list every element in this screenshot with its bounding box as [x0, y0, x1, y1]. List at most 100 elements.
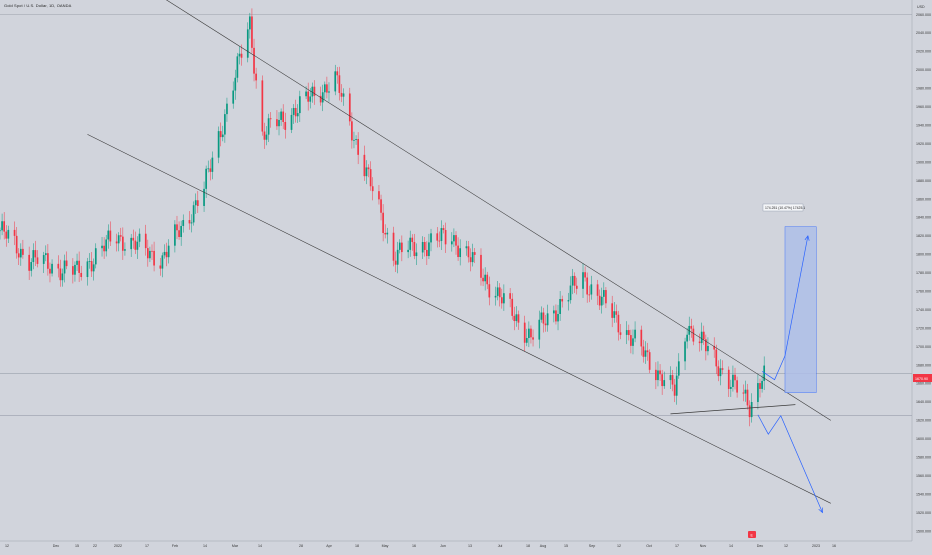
candle-body	[124, 249, 126, 251]
chart-title: Gold Spot / U.S. Dollar, 1D, OANDA	[4, 3, 72, 8]
candle-body	[59, 268, 62, 281]
candle-body	[586, 277, 589, 295]
price-tick-label: 1940.000	[916, 123, 931, 127]
candle-body	[525, 338, 528, 343]
price-tick-label: 1960.000	[916, 105, 931, 109]
candle-body	[351, 121, 353, 141]
candle-body	[353, 139, 355, 141]
candle-body	[744, 389, 747, 394]
candle-body	[323, 84, 326, 93]
channel-lower-line[interactable]	[87, 134, 831, 504]
candle-body	[276, 119, 278, 127]
candle-body	[509, 293, 511, 299]
candle-body	[494, 295, 497, 298]
candle-body	[559, 299, 561, 314]
candle-body	[74, 264, 76, 275]
candle-body	[165, 251, 168, 258]
time-tick-label: 18	[355, 544, 359, 548]
scenario-up-arrow[interactable]	[761, 235, 809, 381]
candle-body	[117, 235, 120, 244]
candle-body	[748, 405, 751, 418]
candle-body	[342, 93, 345, 97]
candle-body	[207, 168, 210, 170]
candle-body	[1, 221, 3, 231]
candle-body	[750, 402, 753, 418]
projection-label-bg	[762, 203, 804, 212]
time-tick-label: 22	[93, 544, 97, 548]
candle-body	[28, 254, 31, 271]
candle-body	[719, 368, 722, 377]
time-tick-label: Aug	[540, 544, 546, 548]
event-marker-bg[interactable]	[748, 531, 756, 538]
axes: USD 2060.000 2040.000 2020.000 2000.000 1980…	[5, 5, 931, 548]
price-tick-label: 1880.000	[916, 179, 931, 183]
candle-body	[596, 284, 599, 296]
candle-body	[717, 366, 720, 377]
support-trendline[interactable]	[670, 404, 796, 415]
candle-body	[296, 113, 299, 117]
candle-body	[32, 250, 35, 263]
candle-body	[109, 230, 112, 242]
candle-body	[544, 323, 547, 326]
candle-body	[221, 134, 224, 138]
candle-body	[340, 92, 343, 97]
candle-body	[669, 375, 672, 381]
candle-body	[615, 311, 618, 315]
candle-body	[90, 261, 93, 272]
candle-body	[684, 341, 686, 362]
candle-body	[569, 285, 572, 301]
price-tick-label: 2000.000	[916, 68, 931, 72]
candle-body	[3, 221, 6, 232]
price-tick-label: 1840.000	[916, 216, 931, 220]
candle-body	[86, 261, 89, 278]
time-tick-label: 13	[468, 544, 472, 548]
price-tick-label: 1620.000	[916, 419, 931, 423]
price-tick-label: 1900.000	[916, 160, 931, 164]
projection-box[interactable]	[784, 226, 817, 393]
channel-upper-line[interactable]	[117, 0, 831, 421]
candle-body	[234, 77, 237, 91]
candle-body	[673, 384, 676, 396]
candle-body	[600, 296, 603, 306]
price-tick-label: 1800.000	[916, 253, 931, 257]
candle-body	[515, 314, 518, 322]
candle-body	[727, 369, 730, 389]
candle-body	[688, 325, 691, 335]
candle-body	[209, 168, 212, 172]
candle-body	[328, 91, 330, 93]
candle-body	[205, 168, 207, 189]
candle-body	[380, 199, 382, 213]
candle-body	[47, 253, 49, 269]
price-tick-label: 2060.000	[916, 13, 931, 17]
candle-body	[49, 268, 51, 274]
candle-body	[598, 295, 601, 306]
candle-body	[357, 138, 359, 155]
candle-body	[661, 374, 663, 387]
price-tick-label: 1920.000	[916, 142, 931, 146]
scenario-down-arrow[interactable]	[757, 414, 823, 513]
candle-body	[394, 260, 397, 265]
candle-body	[119, 235, 122, 237]
candle-body	[196, 200, 199, 206]
candle-body	[151, 250, 153, 252]
candle-body	[734, 374, 736, 381]
candle-body	[107, 230, 110, 240]
event-marker[interactable]: E	[748, 531, 756, 538]
candle-body	[211, 157, 214, 172]
candle-body	[655, 369, 657, 381]
candle-body	[101, 245, 103, 249]
candle-body	[567, 300, 570, 302]
time-tick-label: 14	[203, 544, 207, 548]
candle-body	[236, 56, 239, 78]
candle-body	[65, 260, 68, 267]
candle-body	[757, 383, 759, 403]
price-tick-label: 1500.000	[916, 529, 931, 533]
candle-body	[78, 260, 80, 273]
candle-body	[115, 241, 118, 244]
candle-body	[513, 315, 516, 322]
candle-body	[498, 287, 501, 298]
candle-body	[619, 332, 622, 335]
candle-body	[22, 248, 24, 255]
candle-body	[161, 255, 164, 269]
